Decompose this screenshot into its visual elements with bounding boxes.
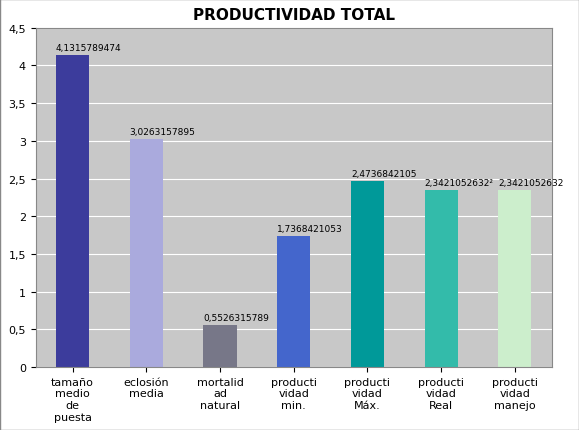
Bar [424, 191, 458, 367]
Title: PRODUCTIVIDAD TOTAL: PRODUCTIVIDAD TOTAL [193, 8, 395, 23]
Bar [203, 326, 237, 367]
Bar [277, 237, 310, 367]
Text: 4,1315789474: 4,1315789474 [56, 44, 122, 53]
Text: 2,3421052632²: 2,3421052632² [424, 179, 493, 188]
Bar [130, 139, 163, 367]
Bar [351, 181, 384, 367]
Text: 1,7368421053: 1,7368421053 [277, 224, 343, 233]
Text: 3,0263157895: 3,0263157895 [130, 128, 196, 136]
Bar [499, 191, 532, 367]
Text: 0,5526315789: 0,5526315789 [203, 314, 269, 322]
Bar [56, 56, 89, 367]
Text: 2,4736842105: 2,4736842105 [351, 169, 416, 178]
Text: 2,3421052632: 2,3421052632 [499, 179, 564, 188]
